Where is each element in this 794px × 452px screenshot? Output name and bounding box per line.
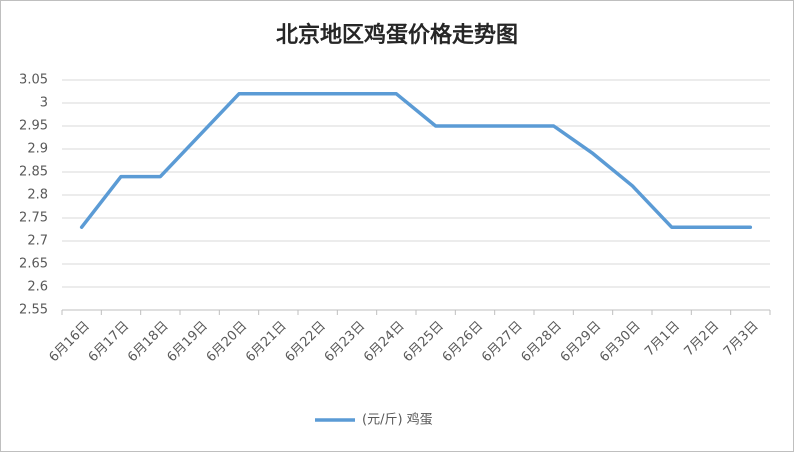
y-tick-label: 2.85 xyxy=(19,165,48,180)
series-line xyxy=(79,92,753,229)
legend-label: (元/斤) 鸡蛋 xyxy=(362,412,433,428)
y-tick-label: 2.9 xyxy=(27,142,48,157)
y-tick-label: 2.75 xyxy=(19,211,48,226)
y-tick-label: 2.95 xyxy=(19,119,48,134)
y-tick-label: 2.6 xyxy=(27,280,48,295)
y-tick-label: 2.8 xyxy=(27,188,48,203)
y-tick-label: 3.05 xyxy=(19,73,48,88)
y-tick-label: 2.55 xyxy=(19,303,48,318)
y-tick-label: 2.7 xyxy=(27,234,48,249)
chart-title: 北京地区鸡蛋价格走势图 xyxy=(276,22,518,48)
y-tick-label: 3 xyxy=(40,96,48,111)
y-tick-label: 2.65 xyxy=(19,257,48,272)
